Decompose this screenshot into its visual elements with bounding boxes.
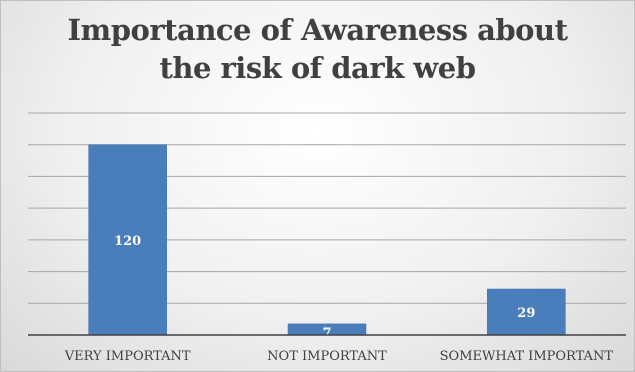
bar: [88, 144, 167, 336]
data-label: 7: [322, 326, 331, 341]
bar: [487, 288, 566, 336]
data-label: 29: [517, 306, 535, 321]
category-label: SOMEWHAT IMPORTANT: [440, 349, 614, 364]
category-label: VERY IMPORTANT: [64, 349, 191, 364]
category-label: NOT IMPORTANT: [267, 349, 387, 364]
data-label: 120: [114, 234, 141, 249]
chart-title-line-1: Importance of Awareness about: [67, 13, 568, 47]
chart-title-line-2: the risk of dark web: [159, 51, 476, 85]
chart-title: Importance of Awareness about the risk o…: [1, 11, 634, 87]
